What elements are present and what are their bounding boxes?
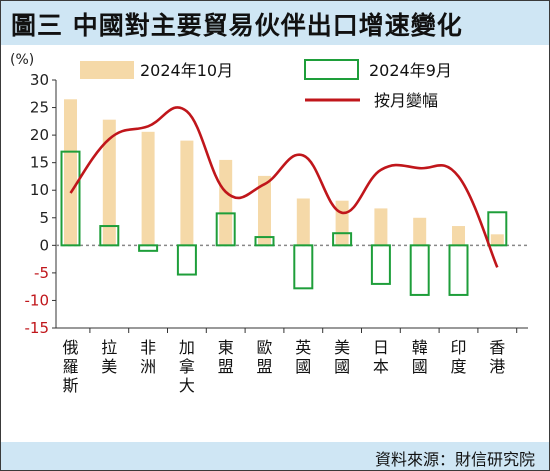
- legend-label-oct: 2024年10月: [140, 61, 233, 80]
- bar-oct: [102, 119, 116, 246]
- y-tick-label: 10: [30, 181, 49, 199]
- bar-oct: [413, 217, 427, 246]
- source-bar: 資料來源：財信研究院: [1, 442, 549, 470]
- bar-sep: [176, 244, 197, 276]
- x-category-label: 加拿大: [179, 338, 195, 395]
- bar-oct: [374, 208, 388, 246]
- legend-swatch-oct: [80, 61, 134, 79]
- bar-oct: [64, 99, 77, 246]
- bar-oct: [296, 198, 310, 246]
- bar-sep: [138, 244, 159, 252]
- bar-oct: [258, 175, 271, 246]
- x-category-label: 香港: [489, 338, 505, 376]
- x-category-label: 日本: [373, 338, 389, 376]
- bar-sep: [60, 150, 81, 247]
- bar-sep: [487, 211, 508, 247]
- y-tick-label: 15: [30, 154, 49, 172]
- x-category-label: 美國: [334, 338, 350, 376]
- y-tick-label: -5: [34, 264, 49, 282]
- y-tick-label: -10: [25, 291, 50, 309]
- legend-label-sep: 2024年9月: [369, 61, 452, 80]
- y-tick-label: 5: [39, 209, 49, 227]
- legend-label-line: 按月變幅: [374, 91, 438, 110]
- bar-oct: [219, 159, 233, 246]
- bar-sep: [370, 244, 391, 285]
- bar-oct: [180, 140, 194, 246]
- bar-sep: [448, 244, 469, 296]
- bar-sep: [293, 244, 314, 290]
- y-axis-unit-label: (%): [10, 52, 34, 68]
- bar-oct: [452, 226, 465, 246]
- x-category-label: 俄羅斯: [62, 338, 78, 395]
- y-tick-label: 0: [39, 236, 49, 254]
- legend-swatch-sep: [304, 59, 359, 80]
- bar-sep: [99, 225, 120, 247]
- x-category-label: 拉美: [101, 338, 117, 376]
- bar-sep: [254, 236, 275, 247]
- bar-sep: [332, 232, 353, 247]
- source-note: 資料來源：財信研究院: [374, 450, 535, 469]
- bar-sep: [409, 244, 430, 296]
- y-tick-label: 20: [30, 126, 49, 144]
- bar-oct: [490, 234, 504, 246]
- x-category-label: 非洲: [140, 338, 156, 376]
- bar-sep: [215, 212, 236, 247]
- bar-oct: [335, 200, 349, 246]
- x-category-label: 韓國: [412, 338, 428, 376]
- x-category-label: 歐盟: [256, 338, 272, 376]
- y-tick-label: 25: [30, 99, 49, 117]
- x-category-label: 東盟: [218, 338, 234, 376]
- bar-oct: [141, 131, 155, 246]
- x-category-label: 英國: [295, 338, 311, 376]
- title-bar: 圖三 中國對主要貿易伙伴出口增速變化: [1, 1, 549, 45]
- chart-title: 圖三 中國對主要貿易伙伴出口增速變化: [11, 11, 463, 40]
- series-line-mom: [69, 106, 499, 268]
- y-tick-label: 30: [30, 71, 49, 89]
- x-category-label: 印度: [450, 338, 466, 376]
- y-tick-label: -15: [25, 319, 50, 337]
